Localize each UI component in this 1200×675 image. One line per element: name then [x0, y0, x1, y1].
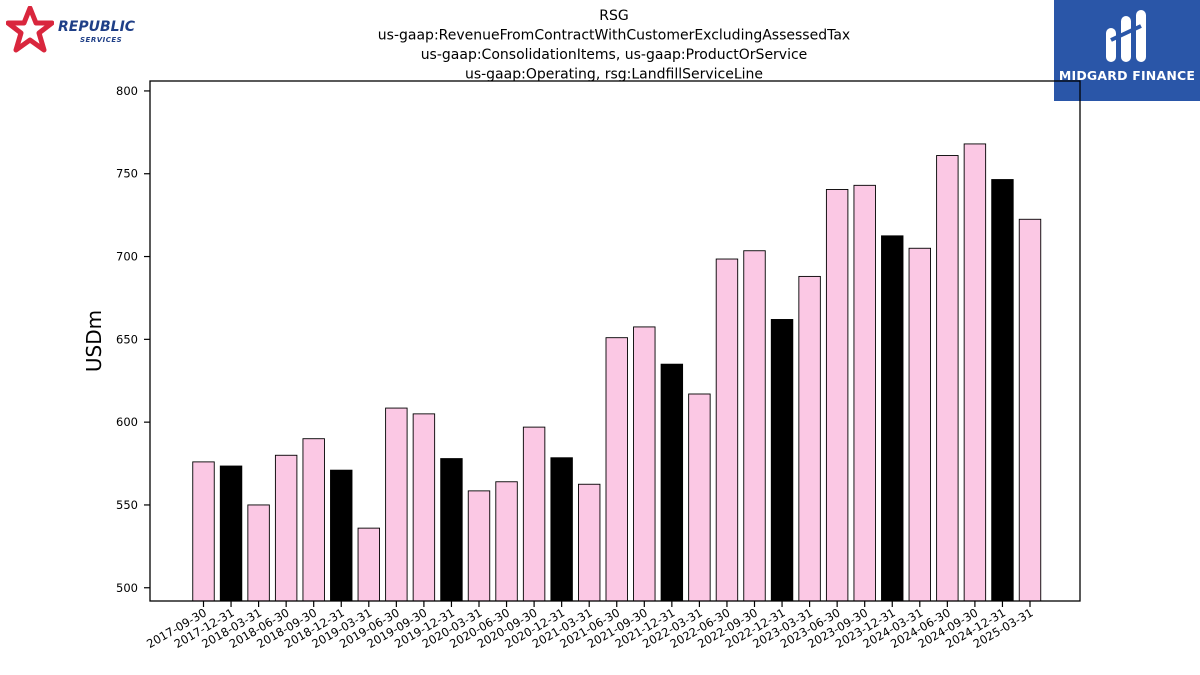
bar	[550, 457, 573, 602]
bar	[991, 179, 1014, 602]
title-line: RSG	[599, 8, 628, 24]
y-tick-label: 650	[116, 332, 138, 346]
chart-title: RSG us-gaap:RevenueFromContractWithCustom…	[378, 8, 850, 83]
y-axis-label: USDm	[82, 310, 106, 372]
bar	[633, 326, 656, 602]
y-axis: 500 550 600 650 700 750 800	[116, 84, 150, 595]
bar	[192, 461, 215, 602]
bar	[495, 481, 518, 602]
bar	[908, 247, 931, 602]
bar	[936, 155, 959, 602]
logo-name: REPUBLIC	[58, 19, 136, 35]
bar	[1018, 218, 1042, 602]
y-tick-label: 700	[116, 250, 138, 264]
bar	[274, 454, 298, 602]
midgard-finance-logo: MIDGARD FINANCE	[1054, 0, 1200, 101]
republic-services-logo: REPUBLIC SERVICES	[5, 5, 146, 54]
bar	[578, 483, 601, 602]
logo-sub: SERVICES	[80, 36, 123, 44]
bar	[330, 469, 353, 602]
title-line: us-gaap:ConsolidationItems, us-gaap:Prod…	[421, 47, 808, 63]
x-axis: 2017-09-302017-12-312018-03-312018-06-30…	[144, 601, 1036, 651]
bar	[219, 465, 243, 602]
bars	[192, 143, 1042, 602]
bar	[357, 527, 380, 602]
bar	[770, 319, 794, 602]
bar	[715, 258, 739, 602]
bar	[467, 490, 491, 602]
bar	[385, 407, 408, 602]
y-tick-label: 500	[116, 581, 138, 595]
plot-frame	[149, 80, 1081, 602]
midgard-mark-icon	[1106, 10, 1146, 62]
bar	[247, 504, 270, 602]
title-line: us-gaap:RevenueFromContractWithCustomerE…	[378, 28, 850, 44]
bar	[522, 426, 546, 602]
bar	[743, 250, 766, 602]
bar	[688, 393, 711, 602]
title-line: us-gaap:Operating, rsg:LandfillServiceLi…	[465, 67, 763, 83]
y-tick-label: 800	[116, 84, 138, 98]
y-tick-label: 550	[116, 498, 138, 512]
bar	[963, 143, 987, 602]
bar	[853, 184, 876, 602]
bar	[798, 275, 821, 602]
logo-text: MIDGARD FINANCE	[1058, 68, 1196, 83]
bar	[412, 413, 436, 602]
bar	[605, 337, 628, 602]
bar	[881, 235, 904, 602]
y-tick-label: 750	[116, 167, 138, 181]
star-icon	[5, 5, 55, 53]
bar	[660, 363, 684, 602]
bar	[302, 438, 325, 602]
y-tick-label: 600	[116, 415, 138, 429]
bar	[440, 458, 463, 602]
bar	[825, 189, 849, 602]
